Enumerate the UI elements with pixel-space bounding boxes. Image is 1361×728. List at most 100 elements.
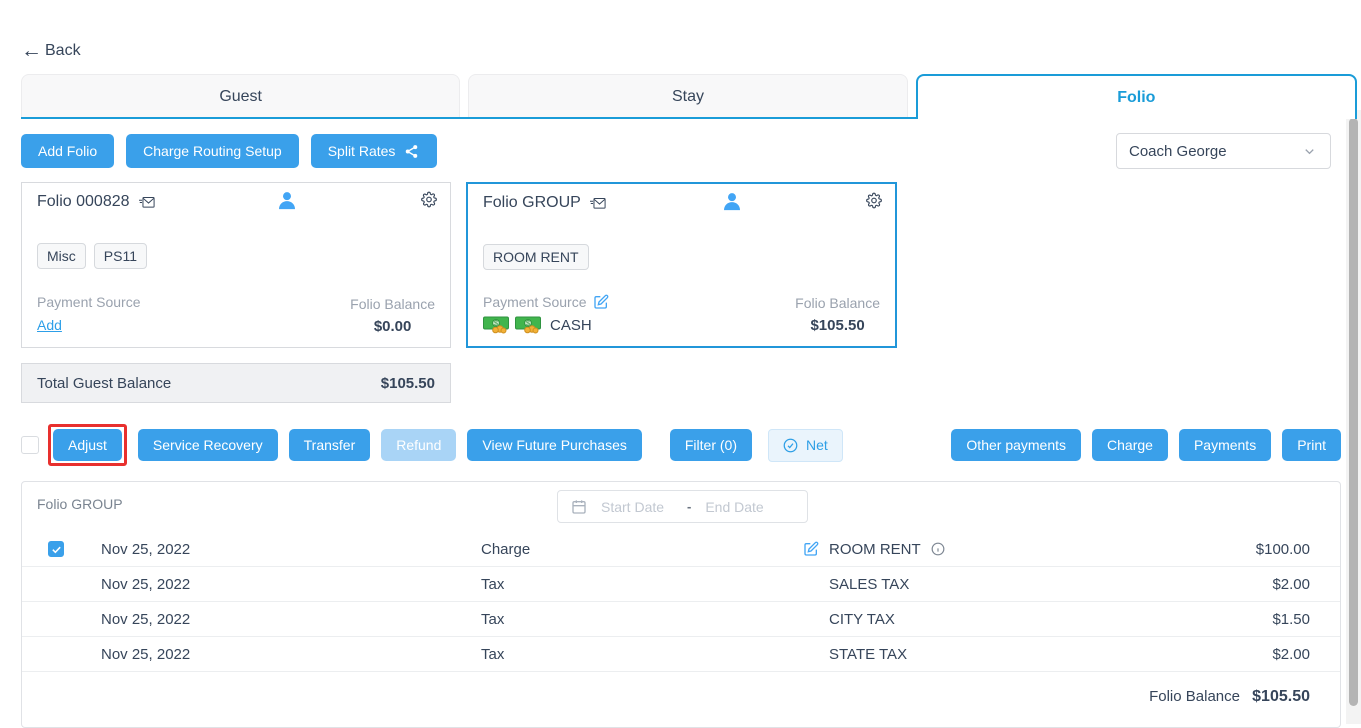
edit-payment-source-icon[interactable] [593,294,609,310]
folio-balance-label: Folio Balance [795,295,880,311]
charge-routing-setup-button[interactable]: Charge Routing Setup [126,134,299,168]
total-guest-balance-label: Total Guest Balance [37,374,172,392]
row-amount: $1.50 [1272,610,1310,628]
row-date: Nov 25, 2022 [101,575,191,593]
folio-settings-gear-icon[interactable] [866,192,882,208]
service-recovery-button[interactable]: Service Recovery [137,429,278,461]
row-description: SALES TAX [829,575,910,593]
row-date: Nov 25, 2022 [101,540,191,558]
row-amount: $2.00 [1272,645,1310,663]
guest-selector[interactable]: Coach George [1116,133,1331,169]
row-checkbox[interactable] [48,541,64,557]
vertical-scrollbar[interactable] [1346,110,1361,724]
folio-card-group[interactable]: Folio GROUP ROOM RENT Payment Source [466,182,897,348]
share-icon [404,143,420,159]
svg-text:$: $ [494,321,498,328]
row-type: Tax [481,645,505,663]
adjust-button-highlight: Adjust [48,424,127,466]
send-email-icon[interactable] [138,194,155,210]
start-date-input[interactable] [599,497,675,516]
guest-person-icon[interactable] [278,191,295,209]
ledger-footer: Folio Balance $105.50 [22,688,1340,706]
folio-card-title: Folio 000828 [37,193,130,210]
tag-chip: Misc [37,243,86,269]
tab-folio[interactable]: Folio [915,74,1357,119]
total-guest-balance-value: $105.50 [380,374,435,392]
row-type: Tax [481,575,505,593]
charge-button[interactable]: Charge [1092,429,1168,461]
money-banknote-icon: $ [483,316,510,334]
print-button[interactable]: Print [1282,429,1341,461]
money-banknote-icon: $ [515,316,542,334]
date-separator: - [687,499,692,514]
back-row: ← Back [21,0,1341,62]
calendar-icon [571,499,587,515]
ledger-balance-value: $105.50 [1252,688,1310,705]
back-label: Back [45,41,81,59]
net-toggle-button[interactable]: Net [768,428,843,462]
adjust-button[interactable]: Adjust [53,429,122,461]
tab-stay[interactable]: Stay [468,74,908,119]
folio-balance-value: $0.00 [373,318,412,335]
add-folio-button[interactable]: Add Folio [21,134,115,168]
tab-bar: Guest Stay Folio [21,74,1357,119]
folio-tags: ROOM RENT [483,244,880,270]
payment-source-label: Payment Source [37,294,141,310]
end-date-input[interactable] [703,497,780,516]
scrollbar-thumb[interactable] [1349,118,1358,706]
row-description: CITY TAX [829,610,895,628]
folio-card-000828[interactable]: Folio 000828 Misc PS11 Payment Source Ad… [21,182,451,348]
refund-button: Refund [381,429,457,461]
split-rates-button[interactable]: Split Rates [310,134,438,168]
tag-chip: ROOM RENT [483,244,589,270]
table-row: Nov 25, 2022 Tax SALES TAX $2.00 [22,567,1340,602]
row-description: STATE TAX [829,645,908,663]
payment-source-value: CASH [550,316,592,334]
info-icon[interactable] [931,541,945,557]
folio-card-title: Folio GROUP [483,194,581,211]
row-type: Tax [481,610,505,628]
net-label: Net [806,437,828,453]
folio-cards: Folio 000828 Misc PS11 Payment Source Ad… [21,182,1341,348]
payment-source-label: Payment Source [483,294,587,310]
table-row: Nov 25, 2022 Tax STATE TAX $2.00 [22,637,1340,672]
tab-guest[interactable]: Guest [21,74,461,119]
folio-toolbar: Add Folio Charge Routing Setup Split Rat… [21,133,1341,169]
transfer-button[interactable]: Transfer [288,429,371,461]
svg-text:$: $ [526,321,530,328]
table-row: Nov 25, 2022 Tax CITY TAX $1.50 [22,602,1340,637]
row-amount: $2.00 [1272,575,1310,593]
ledger-folio-title: Folio GROUP [37,496,123,512]
back-link[interactable]: ← Back [21,40,81,61]
filter-button[interactable]: Filter (0) [669,429,752,461]
folio-balance-label: Folio Balance [350,296,435,312]
folio-balance-value: $105.50 [810,317,865,334]
payments-button[interactable]: Payments [1178,429,1272,461]
split-rates-label: Split Rates [327,143,396,159]
ledger-balance-label: Folio Balance [1149,688,1240,705]
total-guest-balance-row: Total Guest Balance $105.50 [21,363,451,403]
table-row: Nov 25, 2022 Charge ROOM RENT $100.00 [22,532,1340,567]
row-type: Charge [481,540,531,558]
folio-settings-gear-icon[interactable] [421,191,437,207]
other-payments-button[interactable]: Other payments [951,429,1082,461]
row-date: Nov 25, 2022 [101,610,191,628]
row-amount: $100.00 [1255,540,1310,558]
check-circle-icon [783,437,799,453]
chevron-down-icon [1302,143,1318,159]
add-payment-source-link[interactable]: Add [37,317,62,333]
view-future-purchases-button[interactable]: View Future Purchases [467,429,642,461]
row-description: ROOM RENT [829,540,921,558]
send-email-icon[interactable] [589,195,606,211]
row-date: Nov 25, 2022 [101,645,191,663]
guest-person-icon[interactable] [724,192,741,210]
date-range-picker[interactable]: - [557,490,808,523]
folio-ledger: Folio GROUP - Nov 25, 2022 Charge [21,481,1341,728]
edit-charge-icon[interactable] [803,541,819,557]
select-all-checkbox[interactable] [21,436,39,454]
guest-selector-value: Coach George [1129,142,1227,160]
folio-tags: Misc PS11 [37,243,435,269]
folio-actions-bar: Adjust Service Recovery Transfer Refund … [21,424,1341,466]
back-arrow-icon: ← [21,39,42,62]
